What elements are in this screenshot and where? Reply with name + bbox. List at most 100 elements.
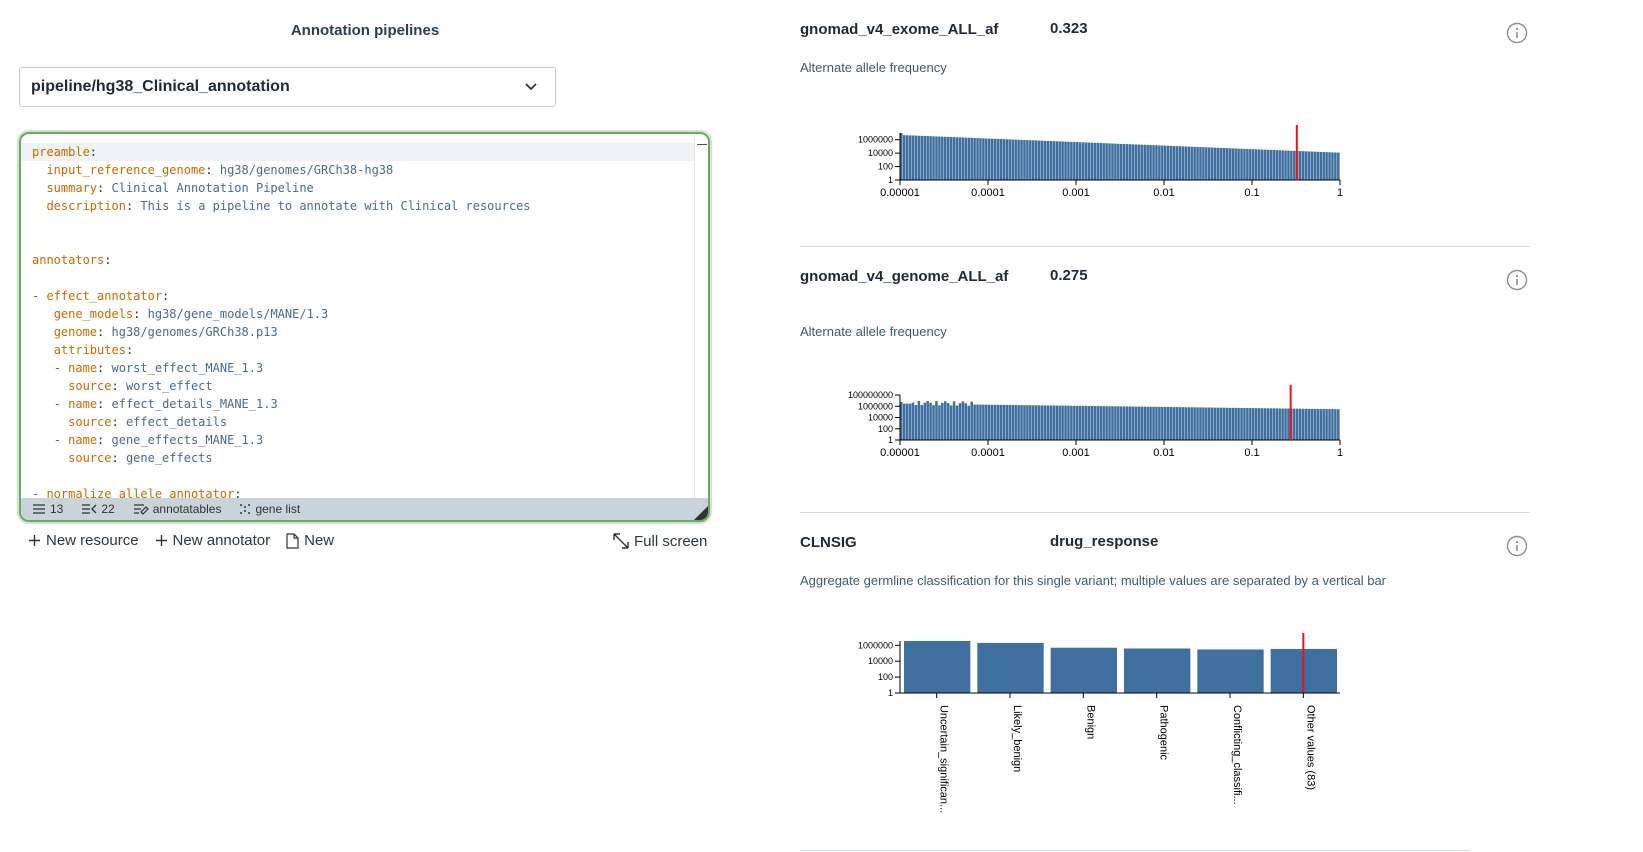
score-value: drug_response — [1050, 533, 1159, 550]
pipelines-title: Annotation pipelines — [290, 22, 440, 39]
code-line[interactable]: input_reference_genome: hg38/genomes/GRC… — [46, 163, 394, 177]
resize-handle[interactable] — [694, 506, 708, 520]
code-line[interactable]: - name: gene_effects_MANE_1.3 — [53, 433, 264, 447]
histogram-bar — [1263, 408, 1267, 440]
histogram-bar — [1161, 145, 1164, 180]
histogram-bar — [1187, 407, 1190, 440]
histogram-bar — [1017, 139, 1020, 180]
histogram-bar — [967, 137, 970, 180]
histogram-bar — [1252, 149, 1255, 180]
code-line[interactable]: - name: effect_details_MANE_1.3 — [53, 397, 278, 411]
histogram-bar — [946, 403, 950, 440]
histogram-bar — [1169, 145, 1173, 180]
histogram-bar — [1334, 409, 1337, 440]
histogram-bar — [1023, 139, 1026, 180]
code-line[interactable]: description: This is a pipeline to annot… — [46, 199, 531, 213]
score-description: Alternate allele frequency — [800, 60, 947, 75]
code-line[interactable]: gene_models: hg38/gene_models/MANE/1.3 — [53, 307, 329, 321]
histogram-bar — [1096, 406, 1100, 440]
code-line[interactable]: source: effect_details — [68, 415, 228, 429]
histogram-bar — [1208, 407, 1211, 440]
lines-icon — [33, 504, 45, 514]
histogram-bar — [1169, 407, 1173, 440]
histogram-bar — [1099, 406, 1102, 440]
histogram-bar — [1011, 139, 1014, 180]
histogram-bar — [1166, 145, 1170, 180]
editor-scrollbar[interactable] — [694, 134, 708, 498]
info-icon[interactable] — [1506, 22, 1528, 44]
histogram-bar — [1032, 140, 1035, 180]
histogram-bar — [1301, 408, 1305, 440]
code-line[interactable] — [21, 233, 694, 251]
annotatables-button[interactable]: annotatables — [133, 502, 221, 516]
histogram-bar — [1225, 407, 1229, 440]
histogram-bar — [1290, 150, 1293, 180]
histogram-bar — [1134, 144, 1138, 180]
gene-list-button[interactable]: gene list — [239, 502, 300, 516]
code-line[interactable]: - normalize_allele_annotator: — [32, 487, 242, 498]
histogram-bar — [1102, 406, 1105, 440]
histogram-bar — [1049, 405, 1053, 440]
histogram-bar — [1228, 148, 1232, 180]
histogram-bar — [905, 403, 909, 440]
histogram-bar — [1334, 152, 1337, 180]
histogram-bar — [1254, 149, 1258, 180]
code-line[interactable]: genome: hg38/genomes/GRCh38.p13 — [53, 325, 278, 339]
histogram-bar — [1023, 405, 1026, 440]
histogram-bar — [952, 401, 956, 440]
y-tick-label: 10000 — [868, 148, 893, 158]
code-line[interactable]: summary: Clinical Annotation Pipeline — [46, 181, 314, 195]
histogram-bar — [1149, 145, 1152, 180]
new-resource-button[interactable]: New resource — [28, 532, 139, 549]
code-line[interactable]: preamble: — [21, 143, 694, 161]
histogram-bar — [1205, 407, 1208, 440]
y-tick-label: 1000000 — [858, 640, 893, 650]
histogram-bar — [1064, 405, 1067, 440]
annotator-count[interactable]: 22 — [81, 502, 115, 516]
code-line[interactable]: source: gene_effects — [68, 451, 213, 465]
category-label: Uncertain_significan... — [938, 705, 950, 813]
histogram-bar — [1301, 151, 1305, 180]
histogram-bar — [1040, 405, 1044, 440]
histogram-bar — [1237, 148, 1240, 180]
categorical-histogram-chart: Uncertain_significan... Likely_benign Beni… — [858, 633, 1340, 813]
histogram-bar — [996, 404, 1000, 440]
histogram-bar — [1337, 152, 1340, 180]
line-count[interactable]: 13 — [32, 502, 63, 516]
histogram-bar — [1304, 151, 1308, 180]
new-annotator-button[interactable]: New annotator — [155, 532, 270, 549]
pipeline-select[interactable]: pipeline/hg38_Clinical_annotation — [19, 67, 556, 107]
code-line[interactable]: - name: worst_effect_MANE_1.3 — [53, 361, 264, 375]
code-line[interactable] — [21, 215, 694, 233]
code-line[interactable]: attributes: — [53, 343, 134, 357]
histogram-bar — [1026, 405, 1029, 440]
code-line[interactable]: annotators: — [32, 253, 112, 267]
category-label: Pathogenic — [1158, 705, 1170, 761]
histogram-bar — [1175, 407, 1179, 440]
pipeline-select-value: pipeline/hg38_Clinical_annotation — [31, 78, 290, 95]
histogram-bar — [955, 137, 959, 180]
histogram-bar — [1313, 408, 1317, 440]
code-line[interactable] — [21, 467, 694, 485]
info-icon[interactable] — [1506, 269, 1528, 291]
histogram-bar — [1143, 144, 1146, 180]
code-line[interactable]: source: worst_effect — [68, 379, 213, 393]
code-line[interactable]: - effect_annotator: — [32, 289, 170, 303]
histogram-bar — [1152, 406, 1155, 440]
score-description: Alternate allele frequency — [800, 324, 947, 339]
code-line[interactable] — [21, 269, 694, 287]
histogram-bar — [1070, 405, 1073, 440]
histogram-bar — [1114, 406, 1117, 440]
histogram-bar — [902, 403, 906, 440]
new-file-button[interactable]: New — [286, 532, 334, 549]
histogram-bar — [1096, 142, 1100, 180]
code-area[interactable]: preamble: input_reference_genome: hg38/g… — [21, 134, 694, 498]
histogram-bar — [1257, 408, 1261, 440]
full-screen-button[interactable]: Full screen — [612, 532, 707, 550]
histogram-bar — [914, 135, 918, 180]
pipeline-editor[interactable]: preamble: input_reference_genome: hg38/g… — [19, 132, 710, 522]
histogram-bar — [926, 136, 929, 180]
histogram-bar — [1228, 407, 1232, 440]
histogram-bar — [1231, 407, 1234, 440]
info-icon[interactable] — [1506, 535, 1528, 557]
